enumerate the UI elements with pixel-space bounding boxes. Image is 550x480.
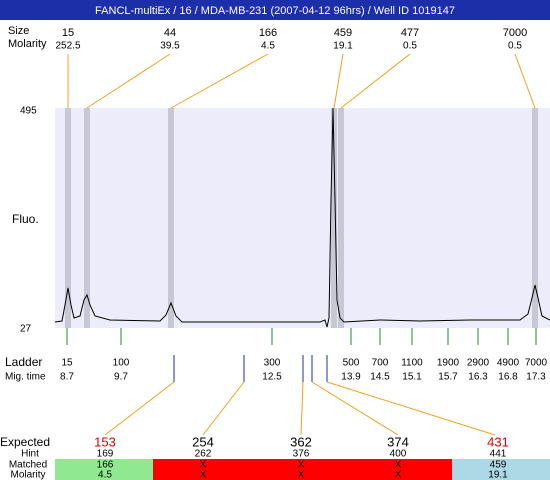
peak-size: 166 xyxy=(259,27,277,39)
peak-molarity: 0.5 xyxy=(403,41,417,52)
expected-value: 153 xyxy=(94,434,116,449)
peak-band xyxy=(331,108,337,328)
matched-molarity: X xyxy=(200,470,207,480)
peak-band xyxy=(338,108,344,328)
peak-band xyxy=(532,108,538,328)
fluo-max: 495 xyxy=(20,106,37,117)
ladder-time: 9.7 xyxy=(114,372,128,383)
peak-size: 7000 xyxy=(503,27,527,39)
trace xyxy=(54,107,550,328)
ladder-time: 17.3 xyxy=(526,372,546,383)
peak-connector xyxy=(514,53,536,109)
ladder-time: 15.7 xyxy=(438,372,458,383)
ladder-size: 500 xyxy=(343,358,360,369)
peak-size: 44 xyxy=(164,27,176,39)
peak-molarity: 0.5 xyxy=(508,41,522,52)
ladder-size: 7000 xyxy=(525,358,548,369)
match-band xyxy=(55,459,153,480)
hint-value: 376 xyxy=(293,449,310,460)
ladder-time: 13.9 xyxy=(341,372,361,383)
peaks-molarity-label: Molarity xyxy=(8,38,47,50)
matched-molarity: 4.5 xyxy=(98,470,112,480)
matched-molarity: X xyxy=(395,470,402,480)
expected-label: Expected xyxy=(0,435,50,449)
peak-molarity: 19.1 xyxy=(333,41,353,52)
peak-connector xyxy=(86,53,171,109)
hint-label: Hint xyxy=(21,449,39,460)
hint-value: 262 xyxy=(195,449,212,460)
peak-molarity: 4.5 xyxy=(261,41,275,52)
peak-band xyxy=(168,108,174,328)
peaks-size-label: Size xyxy=(8,25,29,37)
peak-molarity: 39.5 xyxy=(160,41,180,52)
peak-connector xyxy=(340,53,411,109)
peak-size: 477 xyxy=(401,27,419,39)
matched-value: 166 xyxy=(97,460,114,471)
expected-value: 374 xyxy=(387,434,409,449)
title-bar xyxy=(0,0,550,20)
expected-value: 431 xyxy=(487,434,509,449)
ladder-time: 15.1 xyxy=(402,372,422,383)
peak-band xyxy=(65,108,71,328)
match-band xyxy=(452,459,550,480)
matched-molarity: X xyxy=(298,470,305,480)
ladder-time: 12.5 xyxy=(262,372,282,383)
peak-band xyxy=(84,108,90,328)
molarity-label: Molarity xyxy=(10,470,45,480)
peak-size: 15 xyxy=(62,27,74,39)
ladder-time: 16.8 xyxy=(498,372,518,383)
ladder-size: 700 xyxy=(372,358,389,369)
expected-value: 362 xyxy=(290,434,312,449)
matched-value: X xyxy=(395,460,402,471)
ladder-time: 16.3 xyxy=(468,372,488,383)
match-connectors xyxy=(104,381,496,436)
ladder-label: Ladder xyxy=(5,355,42,369)
matched-value: X xyxy=(298,460,305,471)
mig-time-label: Mig. time xyxy=(5,372,46,383)
ladder-size: 4900 xyxy=(497,358,520,369)
fluo-min: 27 xyxy=(20,324,32,335)
hint-value: 169 xyxy=(97,449,114,460)
matched-value: 459 xyxy=(490,460,507,471)
ladder-size: 300 xyxy=(264,358,281,369)
ladder-time: 8.7 xyxy=(60,372,74,383)
peak-size: 459 xyxy=(334,27,352,39)
matched-value: X xyxy=(200,460,207,471)
plot-area xyxy=(55,108,550,328)
expected-value: 254 xyxy=(192,434,214,449)
ladder-size: 100 xyxy=(113,358,130,369)
match-band xyxy=(153,459,452,480)
ladder-size: 15 xyxy=(61,358,73,369)
hint-value: 400 xyxy=(390,449,407,460)
title: FANCL-multiEx / 16 / MDA-MB-231 (2007-04… xyxy=(95,5,455,17)
ladder-size: 1900 xyxy=(437,358,460,369)
peak-molarity: 252.5 xyxy=(55,41,80,52)
ladder-size: 1100 xyxy=(401,358,423,369)
matched-label: Matched xyxy=(9,460,47,471)
ladder-size: 2900 xyxy=(467,358,490,369)
fluo-label: Fluo. xyxy=(12,212,39,226)
peak-connector xyxy=(333,53,344,109)
hint-value: 441 xyxy=(490,449,507,460)
matched-molarity: 19.1 xyxy=(488,470,508,480)
ladder-time: 14.5 xyxy=(370,372,390,383)
peak-connector xyxy=(170,53,269,109)
